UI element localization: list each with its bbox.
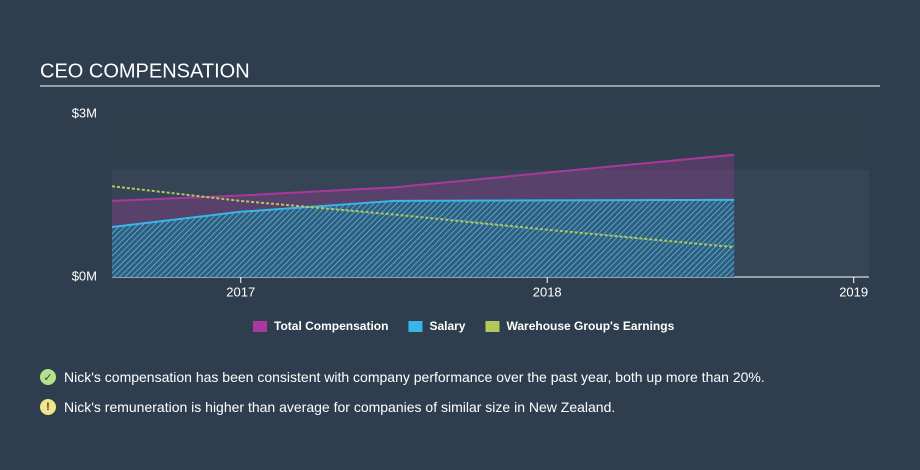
legend-swatch: [485, 321, 500, 332]
salary-line: [111, 198, 735, 229]
x-tick-label: 2018: [533, 284, 562, 299]
check-icon: ✓: [40, 369, 56, 385]
legend-label: Warehouse Group's Earnings: [506, 319, 674, 333]
salary-area: [112, 199, 735, 277]
x-tick-label: 2019: [839, 284, 868, 299]
chart-title: CEO COMPENSATION: [40, 60, 250, 82]
legend-label: Salary: [429, 319, 465, 333]
total-line: [111, 153, 735, 202]
x-tick-label: 2017: [226, 284, 255, 299]
note: ✓ Nick's compensation has been consisten…: [40, 369, 765, 385]
chart: CEO COMPENSATION $0M $3M 2017 2018 2019 Total…: [40, 60, 880, 333]
plot-band: [112, 114, 869, 170]
note-text: Nick's compensation has been consistent …: [64, 369, 765, 385]
warning-icon: !: [40, 399, 56, 415]
legend-swatch: [253, 321, 267, 332]
earnings-line: [111, 185, 735, 249]
legend-label: Total Compensation: [274, 319, 388, 333]
legend-swatch: [408, 321, 423, 332]
note: ! Nick's remuneration is higher than ave…: [40, 399, 615, 415]
y-tick-label: $3M: [72, 105, 97, 120]
y-tick-label: $0M: [72, 268, 97, 283]
note-text: Nick's remuneration is higher than avera…: [64, 399, 616, 415]
